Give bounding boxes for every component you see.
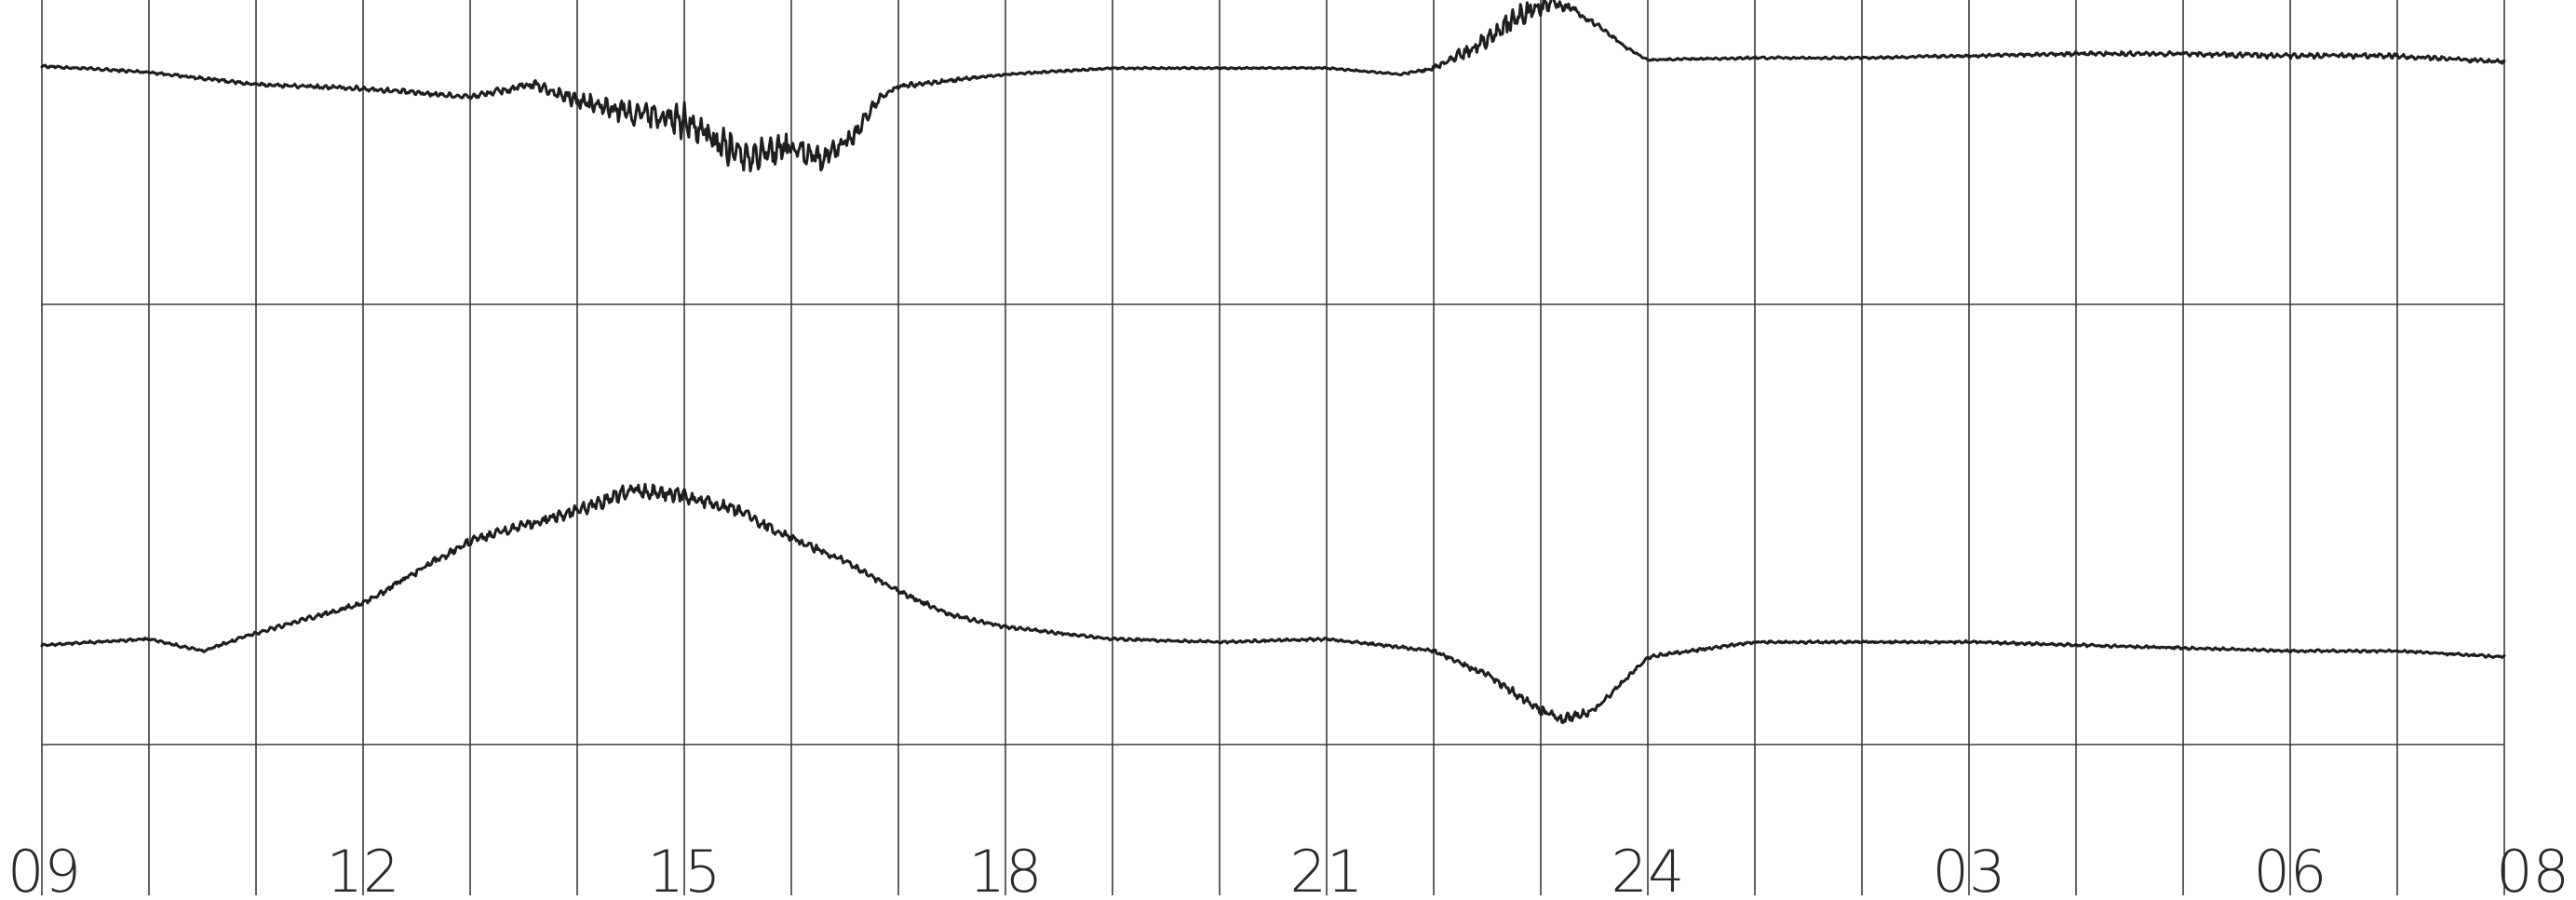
traces <box>40 0 2506 724</box>
trace-upper <box>40 0 2506 173</box>
x-tick-label: 09 <box>7 838 81 900</box>
trace-lower <box>40 482 2506 724</box>
x-tick-label: 24 <box>1612 838 1685 900</box>
vertical-gridlines <box>41 0 2505 895</box>
x-tick-labels: 09 12 15 18 21 24 03 06 08 <box>7 838 2569 900</box>
x-tick-label: 21 <box>1290 838 1364 900</box>
x-tick-label: 15 <box>648 838 722 900</box>
horizontal-gridlines <box>42 303 2504 746</box>
x-tick-label: 03 <box>1933 838 2006 900</box>
x-tick-label: 06 <box>2254 838 2327 900</box>
x-tick-label: 12 <box>327 838 400 900</box>
x-tick-label: 18 <box>969 838 1043 900</box>
x-tick-label: 08 <box>2496 838 2569 900</box>
